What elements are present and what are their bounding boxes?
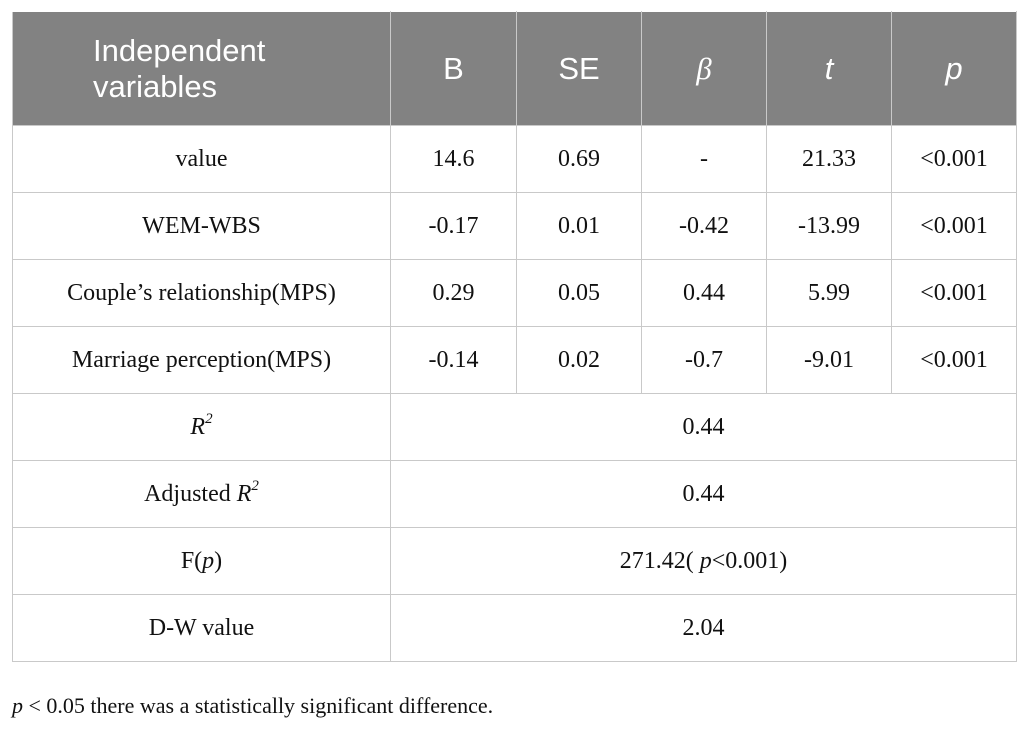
- r2-value: 0.44: [390, 393, 1017, 461]
- r2-label: R2: [12, 393, 391, 461]
- table-row: Couple’s relationship(MPS) 0.29 0.05 0.4…: [12, 259, 1017, 327]
- summary-row-r2: R2 0.44: [12, 393, 1017, 461]
- dw-label: D-W value: [12, 594, 391, 662]
- beta-cell: -: [641, 125, 767, 193]
- t-cell: 5.99: [766, 259, 892, 327]
- header-t: t: [766, 11, 892, 126]
- header-row: Independent variables B SE β t p: [12, 11, 1017, 126]
- beta-cell: -0.7: [641, 326, 767, 394]
- t-cell: -9.01: [766, 326, 892, 394]
- t-cell: -13.99: [766, 192, 892, 260]
- header-beta: β: [641, 11, 767, 126]
- se-cell: 0.05: [516, 259, 642, 327]
- b-cell: -0.14: [390, 326, 517, 394]
- f-value: 271.42( p<0.001): [390, 527, 1017, 595]
- beta-cell: 0.44: [641, 259, 767, 327]
- header-b: B: [390, 11, 517, 126]
- b-cell: -0.17: [390, 192, 517, 260]
- se-cell: 0.01: [516, 192, 642, 260]
- p-cell: <0.001: [891, 125, 1017, 193]
- header-independent-variables: Independent variables: [12, 11, 391, 126]
- p-cell: <0.001: [891, 192, 1017, 260]
- table-row: Marriage perception(MPS) -0.14 0.02 -0.7…: [12, 326, 1017, 394]
- se-cell: 0.02: [516, 326, 642, 394]
- variable-cell: WEM-WBS: [12, 192, 391, 260]
- p-cell: <0.001: [891, 259, 1017, 327]
- table-footnote: p < 0.05 there was a statistically signi…: [12, 693, 494, 718]
- b-cell: 14.6: [390, 125, 517, 193]
- summary-row-dw: D-W value 2.04: [12, 594, 1017, 662]
- variable-cell: Couple’s relationship(MPS): [12, 259, 391, 327]
- p-cell: <0.001: [891, 326, 1017, 394]
- dw-value: 2.04: [390, 594, 1017, 662]
- variable-cell: Marriage perception(MPS): [12, 326, 391, 394]
- table-row: value 14.6 0.69 - 21.33 <0.001: [12, 125, 1017, 193]
- table-row: WEM-WBS -0.17 0.01 -0.42 -13.99 <0.001: [12, 192, 1017, 260]
- header-p: p: [891, 11, 1017, 126]
- f-label: F(p): [12, 527, 391, 595]
- variable-cell: value: [12, 125, 391, 193]
- t-cell: 21.33: [766, 125, 892, 193]
- regression-table: Independent variables B SE β t p value 1…: [12, 11, 1017, 662]
- adjusted-r2-value: 0.44: [390, 460, 1017, 528]
- summary-row-adjusted-r2: Adjusted R2 0.44: [12, 460, 1017, 528]
- adjusted-r2-label: Adjusted R2: [12, 460, 391, 528]
- summary-row-f: F(p) 271.42( p<0.001): [12, 527, 1017, 595]
- beta-cell: -0.42: [641, 192, 767, 260]
- header-se: SE: [516, 11, 642, 126]
- b-cell: 0.29: [390, 259, 517, 327]
- regression-table-container: Independent variables B SE β t p value 1…: [12, 11, 1017, 662]
- se-cell: 0.69: [516, 125, 642, 193]
